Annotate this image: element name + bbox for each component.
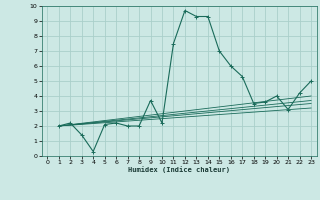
X-axis label: Humidex (Indice chaleur): Humidex (Indice chaleur) [128, 167, 230, 173]
